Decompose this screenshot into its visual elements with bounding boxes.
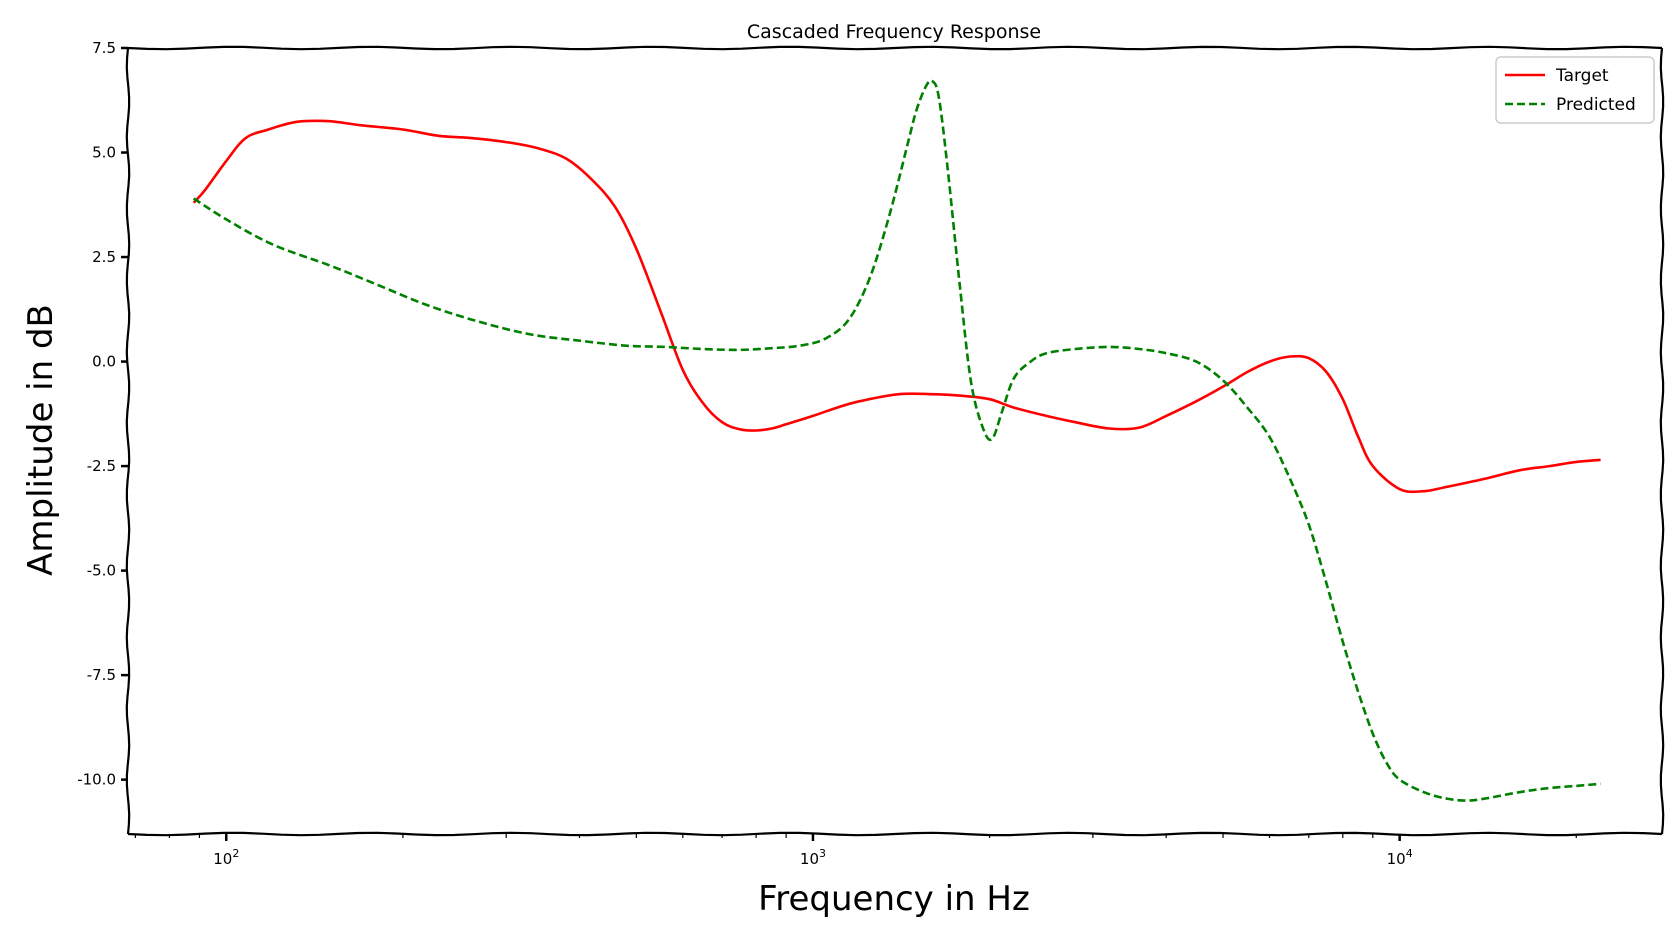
legend-label-target: Target — [1555, 66, 1609, 86]
x-tick-label: 104 — [1387, 847, 1413, 868]
y-tick-label: 5.0 — [92, 144, 116, 162]
series-line-predicted — [192, 79, 1601, 802]
x-tick-label: 103 — [800, 847, 826, 868]
y-tick-label: -2.5 — [87, 457, 116, 475]
x-tick-label: 102 — [213, 847, 239, 868]
axis-spine-bottom — [127, 831, 1663, 837]
series-lines — [192, 79, 1601, 802]
y-tick-label: -10.0 — [77, 771, 116, 789]
y-tick-label: 0.0 — [92, 353, 116, 371]
y-tick-label: 7.5 — [92, 39, 116, 57]
y-tick-label: -7.5 — [87, 666, 116, 684]
axis-spine-right — [1659, 47, 1665, 835]
series-line-target — [192, 119, 1601, 494]
chart-title: Cascaded Frequency Response — [747, 21, 1041, 43]
legend-label-predicted: Predicted — [1556, 95, 1636, 115]
y-tick-label: -5.0 — [87, 562, 116, 580]
x-axis-ticks: 102 103 104 — [134, 834, 1577, 868]
legend: Target Predicted — [1495, 56, 1655, 124]
legend-box — [1495, 56, 1655, 124]
axis-spine-top — [127, 45, 1663, 51]
axes — [125, 45, 1665, 837]
y-tick-label: 2.5 — [92, 248, 116, 266]
y-axis-ticks: 7.5 5.0 2.5 0.0 -2.5 -5.0 -7.5 -10.0 — [77, 39, 128, 789]
y-axis-title: Amplitude in dB — [21, 304, 61, 576]
axis-spine-left — [125, 47, 131, 835]
x-axis-title: Frequency in Hz — [758, 879, 1030, 919]
